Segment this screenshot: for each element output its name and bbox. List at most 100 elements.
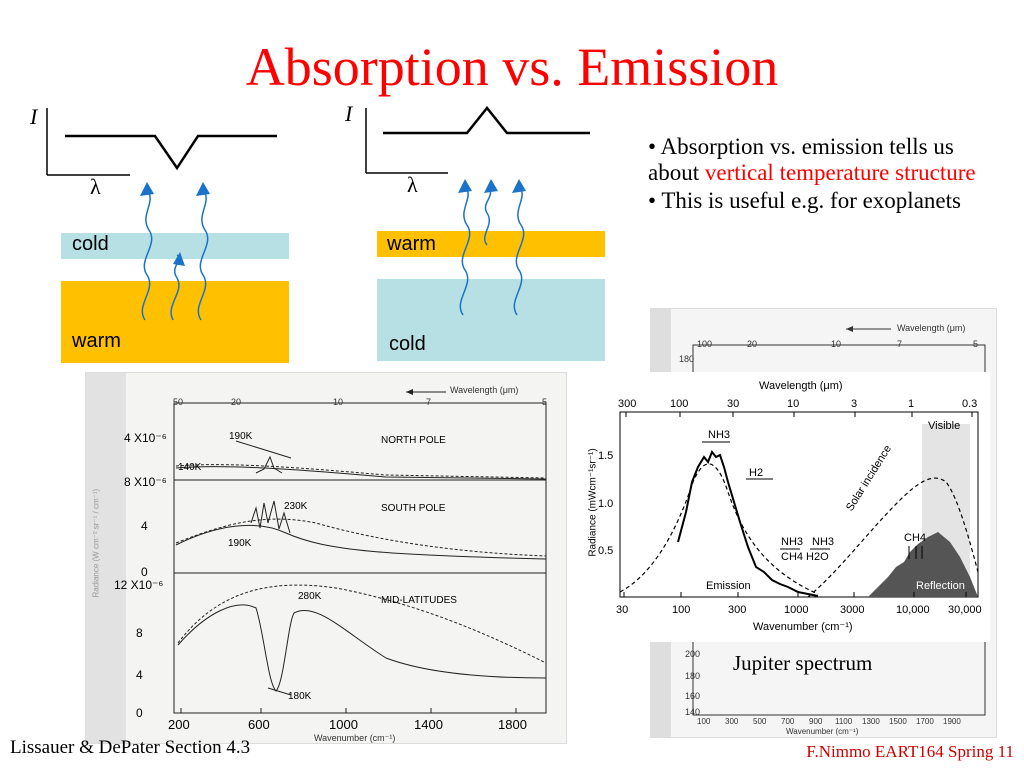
background-y-tick: 200: [685, 649, 701, 659]
jupiter-spectrum-plot: [619, 411, 979, 598]
absorption-photon-arrows: [140, 182, 210, 321]
temp-label: 180K: [288, 691, 312, 702]
emission-line-profile: [365, 105, 590, 174]
bullet-exoplanets: • This is useful e.g. for exoplanets: [648, 188, 961, 213]
temp-label: 280K: [298, 591, 322, 602]
x-tick: 3000: [840, 604, 865, 616]
temp-label: 190K: [229, 431, 253, 442]
temp-label: 190K: [228, 538, 252, 549]
y-tick: 4: [141, 519, 148, 533]
visible-label: Visible: [928, 420, 961, 432]
nh3-label: NH3: [708, 429, 731, 441]
x-tick: 1800: [498, 717, 527, 732]
cold-layer: [61, 233, 289, 259]
background-x-tick: 300: [725, 717, 739, 726]
y-tick: 1.5: [598, 450, 614, 462]
slide-title: Absorption vs. Emission: [245, 37, 779, 97]
top-tick: 7: [426, 397, 432, 407]
y-tick: 4 X10⁻⁶: [124, 431, 167, 445]
course-footer: F.Nimmo EART164 Spring 11: [806, 742, 1014, 761]
y-tick: 0: [136, 706, 143, 720]
y-axis-label: Radiance (W cm⁻² sr⁻¹ / cm⁻¹): [91, 488, 101, 598]
background-y-tick: 180: [679, 354, 695, 364]
ch4-label: CH4: [904, 532, 927, 544]
background-top-tick: 5: [973, 339, 979, 349]
panel-label-north-pole: NORTH POLE: [381, 435, 446, 446]
cold-layer: [377, 279, 605, 361]
polar-spectra-figure: Wavelength (μm) 50 20 10 7 5 4 X10⁻⁶ 190…: [85, 372, 567, 744]
jupiter-spectrum-caption: Jupiter spectrum: [733, 651, 873, 675]
background-x-tick: 500: [753, 717, 767, 726]
background-x-tick: 1100: [835, 717, 853, 726]
x-tick: 30: [616, 604, 629, 616]
y-tick: 8 X10⁻⁶: [124, 475, 167, 489]
warm-layer: [377, 231, 605, 257]
x-tick: 10,000: [896, 604, 930, 616]
background-top-tick: 7: [897, 339, 903, 349]
temp-label: 140K: [178, 462, 202, 473]
wavelength-axis-label: Wavelength (μm): [450, 385, 519, 395]
background-x-tick: 1900: [943, 717, 961, 726]
emission-diagram: I λ: [345, 100, 615, 370]
background-x-tick: 700: [781, 717, 795, 726]
y-tick: 8: [136, 626, 143, 640]
top-tick: 10: [333, 397, 344, 407]
bullet-vertical-structure: • Absorption vs. emission tells us about…: [648, 134, 976, 185]
x-tick: 600: [248, 717, 270, 732]
background-top-tick: 100: [697, 339, 713, 349]
emission-photon-arrows: [458, 179, 526, 316]
top-tick: 300: [618, 398, 637, 410]
top-tick: 100: [670, 398, 689, 410]
bullet-list: • Absorption vs. emission tells us about…: [648, 134, 1008, 216]
top-tick: 5: [542, 397, 548, 407]
x-axis-label: Wavenumber (cm⁻¹): [753, 621, 853, 633]
y-tick: 0.5: [598, 545, 614, 557]
ch4-h2o-label: CH4 H2O: [781, 551, 829, 563]
top-tick: 0.3: [962, 398, 978, 410]
panel-label-mid-latitudes: MID-LATITUDES: [381, 595, 457, 606]
absorption-line-profile: [46, 108, 277, 176]
y-axis-label: Radiance (mWcm⁻¹sr⁻¹): [587, 448, 599, 557]
top-tick: 1: [908, 398, 915, 410]
x-tick: 200: [168, 717, 190, 732]
wavelength-axis-label: λ: [90, 174, 101, 199]
top-tick: 50: [173, 397, 184, 407]
x-tick: 300: [728, 604, 747, 616]
background-x-tick: 1500: [889, 717, 907, 726]
background-y-tick: 180: [685, 671, 701, 681]
warm-layer-label: warm: [387, 233, 436, 255]
warm-layer: [61, 281, 289, 363]
top-tick: 20: [231, 397, 242, 407]
background-x-tick: 1700: [916, 717, 934, 726]
top-axis-label: Wavelength (μm): [759, 380, 843, 392]
x-tick: 1000: [784, 604, 809, 616]
polar-spectra-plot: [86, 373, 547, 743]
x-tick: 30,000: [948, 604, 982, 616]
top-tick: 10: [787, 398, 800, 410]
h2-label: H2: [749, 467, 764, 479]
top-tick: 3: [851, 398, 858, 410]
panel-label-south-pole: SOUTH POLE: [381, 503, 446, 514]
emission-label: Emission: [706, 580, 751, 592]
background-x-tick: 1300: [862, 717, 880, 726]
nh3-label: NH3: [781, 536, 804, 548]
absorption-diagram: I λ: [30, 100, 300, 370]
x-axis-label: Wavenumber (cm⁻¹): [314, 733, 396, 743]
background-x-label: Wavenumber (cm⁻¹): [786, 727, 859, 736]
top-tick: 30: [727, 398, 740, 410]
background-top-tick: 10: [831, 339, 842, 349]
temp-label: 230K: [284, 501, 308, 512]
x-tick: 1400: [414, 717, 443, 732]
cold-layer-label: cold: [389, 333, 426, 355]
warm-layer-label: warm: [72, 330, 121, 352]
background-x-tick: 900: [809, 717, 823, 726]
x-tick: 1000: [329, 717, 358, 732]
background-y-tick: 160: [685, 691, 701, 701]
background-y-tick: 140: [685, 707, 701, 717]
intensity-axis-label: I: [345, 101, 353, 126]
y-tick: 1.0: [598, 498, 614, 510]
reflection-label: Reflection: [916, 580, 965, 592]
intensity-axis-label: I: [30, 104, 38, 129]
y-tick: 4: [136, 668, 143, 682]
background-x-tick: 100: [697, 717, 711, 726]
